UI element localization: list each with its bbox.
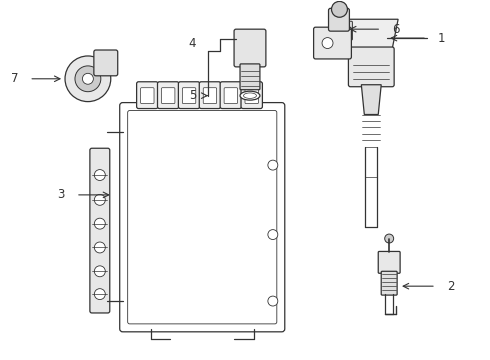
Circle shape xyxy=(95,242,105,253)
Circle shape xyxy=(332,1,347,17)
FancyBboxPatch shape xyxy=(348,47,394,87)
FancyBboxPatch shape xyxy=(141,88,154,104)
FancyBboxPatch shape xyxy=(94,50,118,76)
FancyBboxPatch shape xyxy=(381,271,397,295)
Polygon shape xyxy=(344,19,398,49)
FancyBboxPatch shape xyxy=(240,64,260,90)
Text: 3: 3 xyxy=(58,188,65,201)
FancyBboxPatch shape xyxy=(162,88,175,104)
FancyBboxPatch shape xyxy=(199,82,220,109)
FancyBboxPatch shape xyxy=(241,82,263,109)
FancyBboxPatch shape xyxy=(120,103,285,332)
FancyBboxPatch shape xyxy=(178,82,200,109)
Circle shape xyxy=(268,160,278,170)
FancyBboxPatch shape xyxy=(157,82,179,109)
Circle shape xyxy=(95,194,105,205)
Circle shape xyxy=(75,66,101,92)
FancyBboxPatch shape xyxy=(245,88,258,104)
FancyBboxPatch shape xyxy=(378,251,400,273)
Circle shape xyxy=(268,230,278,239)
Polygon shape xyxy=(361,85,381,114)
Text: 2: 2 xyxy=(447,280,454,293)
Circle shape xyxy=(268,296,278,306)
Text: 5: 5 xyxy=(189,89,196,102)
FancyBboxPatch shape xyxy=(314,27,351,59)
Circle shape xyxy=(95,266,105,277)
FancyBboxPatch shape xyxy=(137,82,158,109)
Circle shape xyxy=(95,289,105,300)
Circle shape xyxy=(82,73,94,84)
Text: 1: 1 xyxy=(438,32,445,45)
Circle shape xyxy=(322,37,333,49)
Circle shape xyxy=(95,170,105,180)
FancyBboxPatch shape xyxy=(220,82,242,109)
Ellipse shape xyxy=(240,91,260,100)
Circle shape xyxy=(65,56,111,102)
FancyBboxPatch shape xyxy=(328,8,349,31)
Text: 4: 4 xyxy=(189,37,196,50)
Text: 7: 7 xyxy=(11,72,18,85)
FancyBboxPatch shape xyxy=(203,88,217,104)
FancyBboxPatch shape xyxy=(338,21,352,40)
FancyBboxPatch shape xyxy=(90,148,110,313)
FancyBboxPatch shape xyxy=(182,88,196,104)
Text: 6: 6 xyxy=(392,23,400,36)
FancyBboxPatch shape xyxy=(234,29,266,67)
Circle shape xyxy=(95,218,105,229)
Circle shape xyxy=(385,234,393,243)
FancyBboxPatch shape xyxy=(224,88,238,104)
